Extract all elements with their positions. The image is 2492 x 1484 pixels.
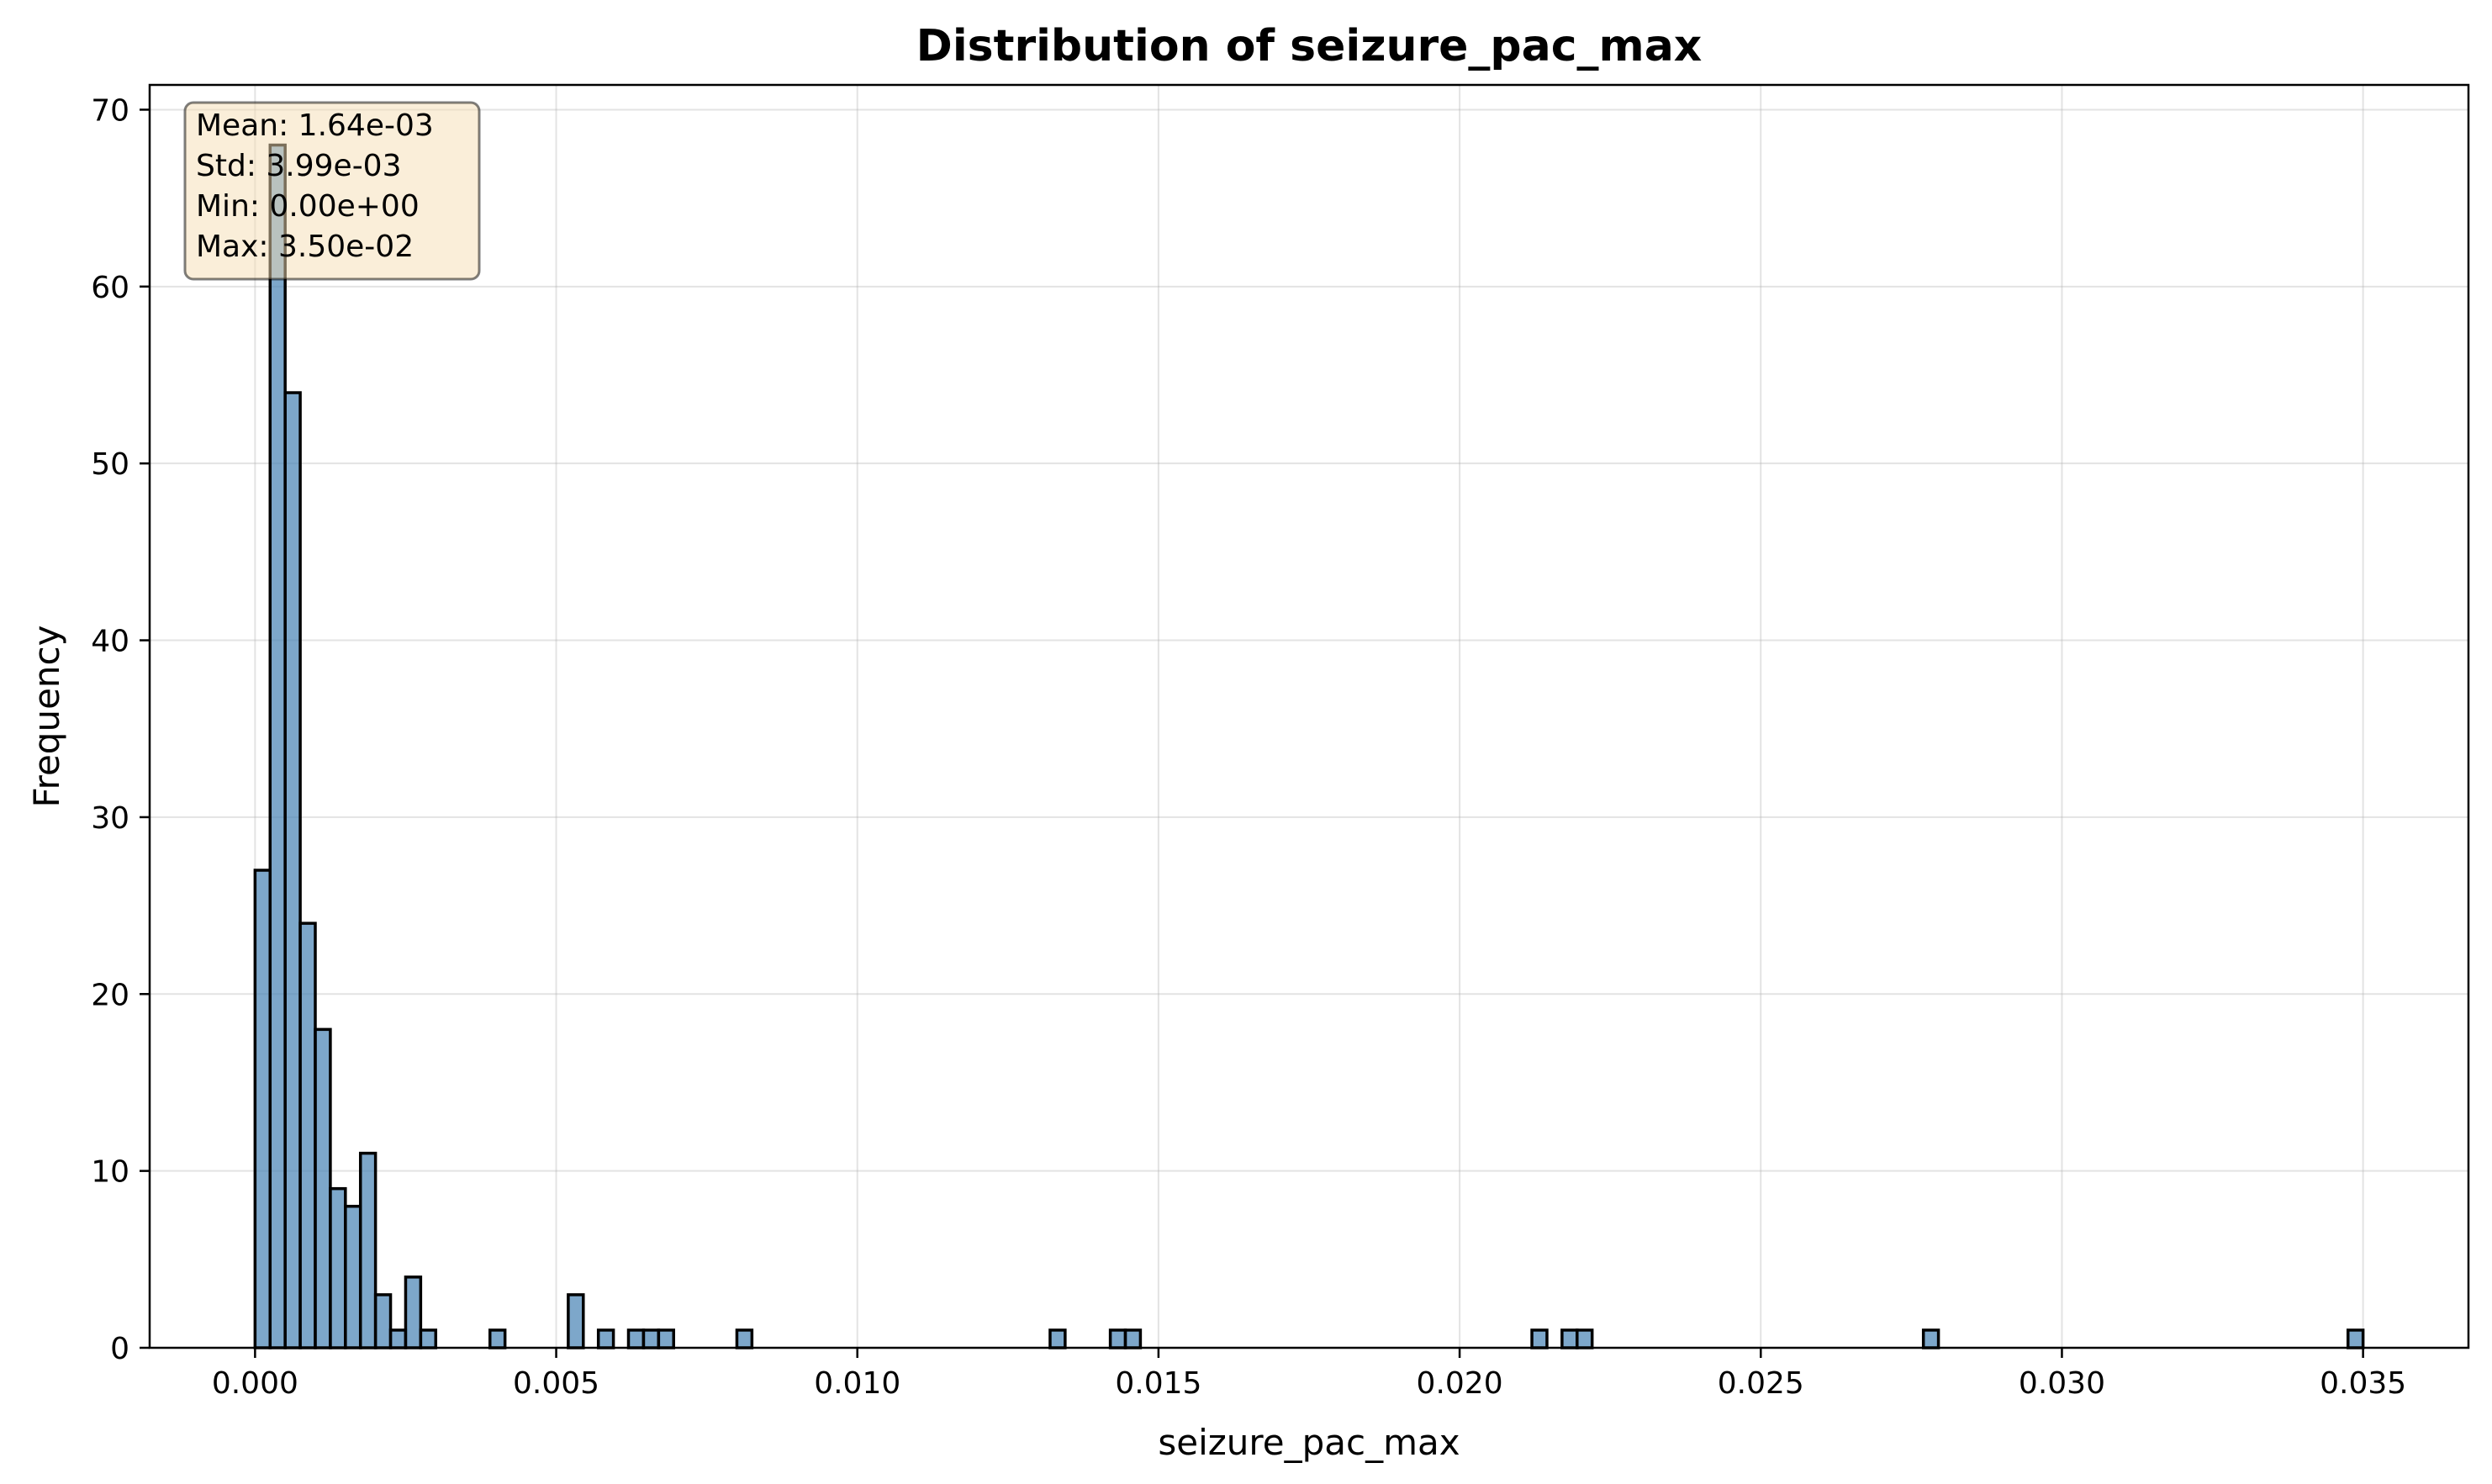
stats-mean: Mean: 1.64e-03	[196, 108, 434, 143]
y-tick-label: 40	[91, 625, 129, 659]
histogram-bar	[298, 922, 317, 1349]
histogram-bar	[329, 1186, 347, 1349]
x-tick-label: 0.020	[1417, 1366, 1503, 1401]
histogram-bar	[404, 1275, 423, 1349]
histogram-bar	[1530, 1328, 1549, 1349]
y-tick-label: 50	[91, 447, 129, 482]
histogram-bar	[657, 1328, 675, 1349]
stats-max: Max: 3.50e-02	[196, 230, 414, 264]
x-tick-label: 0.025	[1718, 1366, 1804, 1401]
histogram-bar	[344, 1204, 362, 1349]
histogram-bar	[2346, 1328, 2365, 1349]
stats-min: Min: 0.00e+00	[196, 189, 420, 224]
y-tick-label: 60	[91, 271, 129, 305]
histogram-bar	[253, 869, 272, 1349]
y-tick-label: 0	[110, 1332, 129, 1366]
chart-title: Distribution of seizure_pac_max	[916, 21, 1703, 71]
y-axis-label: Frequency	[26, 626, 67, 808]
histogram-bar	[358, 1151, 377, 1349]
histogram-bar	[641, 1328, 661, 1349]
x-axis-ticks: 0.000 0.005 0.010 0.015 0.020 0.025 0.030 0.035	[212, 1348, 2406, 1401]
histogram-bar	[735, 1328, 754, 1349]
x-tick-label: 0.030	[2019, 1366, 2105, 1401]
histogram-bar	[419, 1328, 438, 1349]
histogram-bar	[268, 143, 287, 1349]
x-tick-label: 0.000	[212, 1366, 298, 1401]
histogram-bar	[1921, 1328, 1940, 1349]
histogram-bar	[373, 1293, 393, 1349]
histogram-bar	[388, 1328, 408, 1349]
y-tick-label: 20	[91, 978, 129, 1012]
plot-frame	[148, 83, 2470, 1349]
histogram-bar	[1123, 1328, 1143, 1349]
stats-box	[183, 101, 481, 281]
y-tick-label: 70	[91, 93, 129, 128]
histogram-bar	[1560, 1328, 1579, 1349]
histogram-bar	[314, 1027, 332, 1349]
stats-annotation: Mean: 1.64e-03 Std: 3.99e-03 Min: 0.00e+…	[183, 101, 481, 281]
y-axis-ticks: 0 10 20 30 40 50 60 70	[91, 93, 150, 1366]
x-tick-label: 0.010	[814, 1366, 900, 1401]
y-tick-label: 10	[91, 1155, 129, 1190]
stats-std: Std: 3.99e-03	[196, 149, 402, 183]
histogram-bars	[253, 143, 2365, 1349]
histogram-bar	[283, 391, 302, 1349]
y-tick-label: 30	[91, 801, 129, 836]
x-tick-label: 0.035	[2320, 1366, 2406, 1401]
x-axis-label: seizure_pac_max	[1158, 1422, 1460, 1463]
histogram-bar	[596, 1328, 615, 1349]
histogram-bar	[567, 1293, 585, 1349]
x-tick-label: 0.015	[1115, 1366, 1201, 1401]
grid	[150, 85, 2468, 1349]
histogram-bar	[626, 1328, 646, 1349]
histogram-bar	[1048, 1328, 1067, 1349]
histogram-bar	[1576, 1328, 1594, 1349]
histogram-bar	[488, 1328, 507, 1349]
histogram-bar	[1108, 1328, 1127, 1349]
x-tick-label: 0.005	[513, 1366, 599, 1401]
